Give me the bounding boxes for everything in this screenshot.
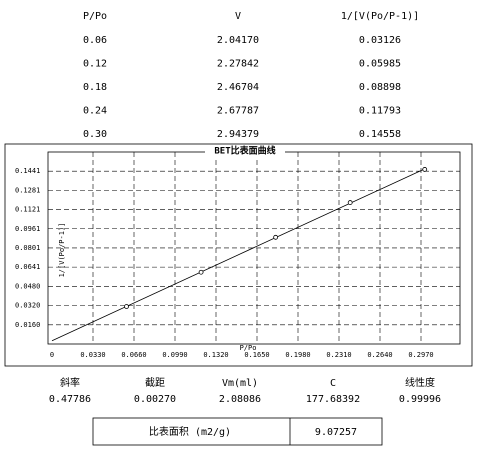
surface-value: 9.07257 (315, 427, 357, 438)
y-tick-label: 0.0480 (15, 282, 40, 290)
x-tick-label: 0.1320 (203, 351, 228, 359)
x-tick-label: 0.2310 (326, 351, 351, 359)
y-axis-label: 1/[V(Po/P-1)] (58, 223, 66, 278)
table-cell: 0.12 (83, 59, 107, 70)
chart-title: BET比表面曲线 (214, 145, 275, 157)
x-tick-label: 0.2640 (367, 351, 392, 359)
table-cell: 2.94379 (217, 129, 259, 140)
result-value: 0.99996 (399, 394, 441, 405)
y-tick-label: 0.0320 (15, 302, 40, 310)
table-cell: 2.46704 (217, 82, 259, 93)
data-point (422, 167, 428, 172)
result-value: 0.00270 (134, 394, 176, 405)
x-tick-label: 0.2970 (408, 351, 433, 359)
table-cell: 0.03126 (359, 35, 401, 46)
y-tick-label: 0.0641 (15, 263, 40, 271)
result-value: 177.68392 (306, 394, 360, 405)
result-header: C (330, 378, 336, 389)
data-point (347, 200, 353, 205)
result-value: 2.08086 (219, 394, 261, 405)
y-tick-label: 0.0961 (15, 225, 40, 233)
result-header: 线性度 (405, 376, 435, 389)
table-cell: 2.27842 (217, 59, 259, 70)
chart-frame (4, 143, 473, 367)
y-tick-label: 0.0160 (15, 321, 40, 329)
x-tick-label: 0 (50, 351, 54, 359)
x-axis-label: P/Po (240, 344, 257, 352)
x-tick-label: 0.0330 (80, 351, 105, 359)
table-header: P/Po (83, 11, 107, 22)
title-bg (205, 146, 285, 157)
table-header: V (235, 11, 241, 22)
table-cell: 0.30 (83, 129, 107, 140)
table-cell: 0.18 (83, 82, 107, 93)
data-point (273, 234, 279, 240)
table-cell: 0.06 (83, 35, 107, 46)
y-tick-label: 0.1281 (15, 186, 40, 194)
data-point (124, 304, 129, 309)
result-header: Vm(ml) (222, 378, 258, 389)
x-tick-label: 0.1650 (244, 351, 269, 359)
x-tick-label: 0.0660 (121, 351, 146, 359)
y-tick-label: 0.1441 (15, 167, 40, 175)
fit-line (51, 168, 425, 342)
table-cell: 2.04170 (217, 35, 259, 46)
table-cell: 0.05985 (359, 59, 401, 70)
x-tick-label: 0.1980 (285, 351, 310, 359)
result-box (92, 417, 383, 446)
data-point (198, 269, 204, 275)
table-cell: 2.67787 (217, 106, 259, 117)
table-cell: 0.11793 (359, 106, 401, 117)
table-cell: 0.24 (83, 106, 107, 117)
result-header: 斜率 (60, 376, 80, 389)
y-tick-label: 0.0801 (15, 244, 40, 252)
x-tick-label: 0.0990 (162, 351, 187, 359)
result-value: 0.47786 (49, 394, 91, 405)
result-header: 截距 (145, 376, 165, 389)
table-cell: 0.14558 (359, 129, 401, 140)
y-tick-label: 0.1121 (15, 206, 40, 214)
table-header: 1/[V(Po/P-1)] (341, 11, 419, 22)
table-cell: 0.08898 (359, 82, 401, 93)
surface-label: 比表面积 (m2/g) (149, 425, 231, 438)
